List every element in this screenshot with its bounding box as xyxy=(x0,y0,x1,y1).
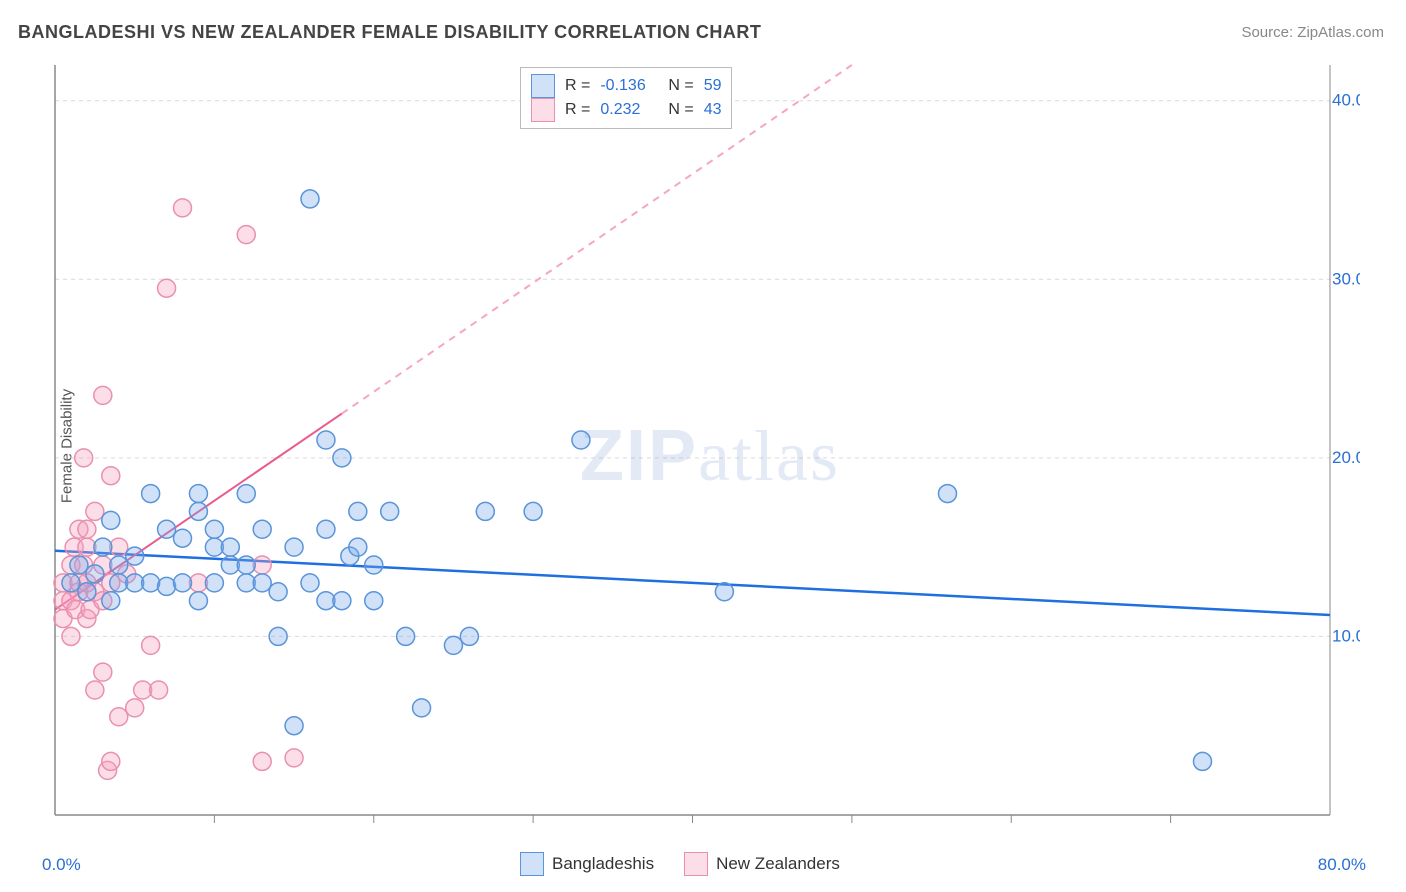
legend-swatch xyxy=(520,852,544,876)
legend-series-box: Bangladeshis New Zealanders xyxy=(520,852,840,876)
legend-swatch xyxy=(684,852,708,876)
x-axis-left-label: 0.0% xyxy=(42,855,81,875)
r-label: R = xyxy=(565,98,590,122)
legend-swatch xyxy=(531,98,555,122)
chart-container: BANGLADESHI VS NEW ZEALANDER FEMALE DISA… xyxy=(0,0,1406,892)
n-value: 43 xyxy=(704,98,722,122)
legend-stats-row: R = 0.232 N = 43 xyxy=(531,98,721,122)
svg-text:10.0%: 10.0% xyxy=(1332,626,1360,645)
n-value: 59 xyxy=(704,74,722,98)
svg-text:40.0%: 40.0% xyxy=(1332,91,1360,110)
legend-stats-row: R = -0.136 N = 59 xyxy=(531,74,721,98)
chart-title: BANGLADESHI VS NEW ZEALANDER FEMALE DISA… xyxy=(18,22,761,43)
legend-stats-box: R = -0.136 N = 59 R = 0.232 N = 43 xyxy=(520,67,732,129)
legend-item: Bangladeshis xyxy=(520,852,654,876)
x-axis-right-label: 80.0% xyxy=(1318,855,1366,875)
legend-item-label: New Zealanders xyxy=(716,854,840,874)
source-label: Source: ZipAtlas.com xyxy=(1241,24,1384,41)
legend-swatch xyxy=(531,74,555,98)
plot-area: 10.0%20.0%30.0%40.0% ZIPatlas R = -0.136… xyxy=(50,55,1360,835)
r-value: 0.232 xyxy=(600,98,658,122)
svg-text:30.0%: 30.0% xyxy=(1332,269,1360,288)
legend-item: New Zealanders xyxy=(684,852,840,876)
r-label: R = xyxy=(565,74,590,98)
legend-item-label: Bangladeshis xyxy=(552,854,654,874)
scatter-svg: 10.0% 20.0% 30.0% 40.0% xyxy=(50,55,1360,835)
n-label: N = xyxy=(668,98,693,122)
r-value: -0.136 xyxy=(600,74,658,98)
n-label: N = xyxy=(668,74,693,98)
svg-text:20.0%: 20.0% xyxy=(1332,448,1360,467)
